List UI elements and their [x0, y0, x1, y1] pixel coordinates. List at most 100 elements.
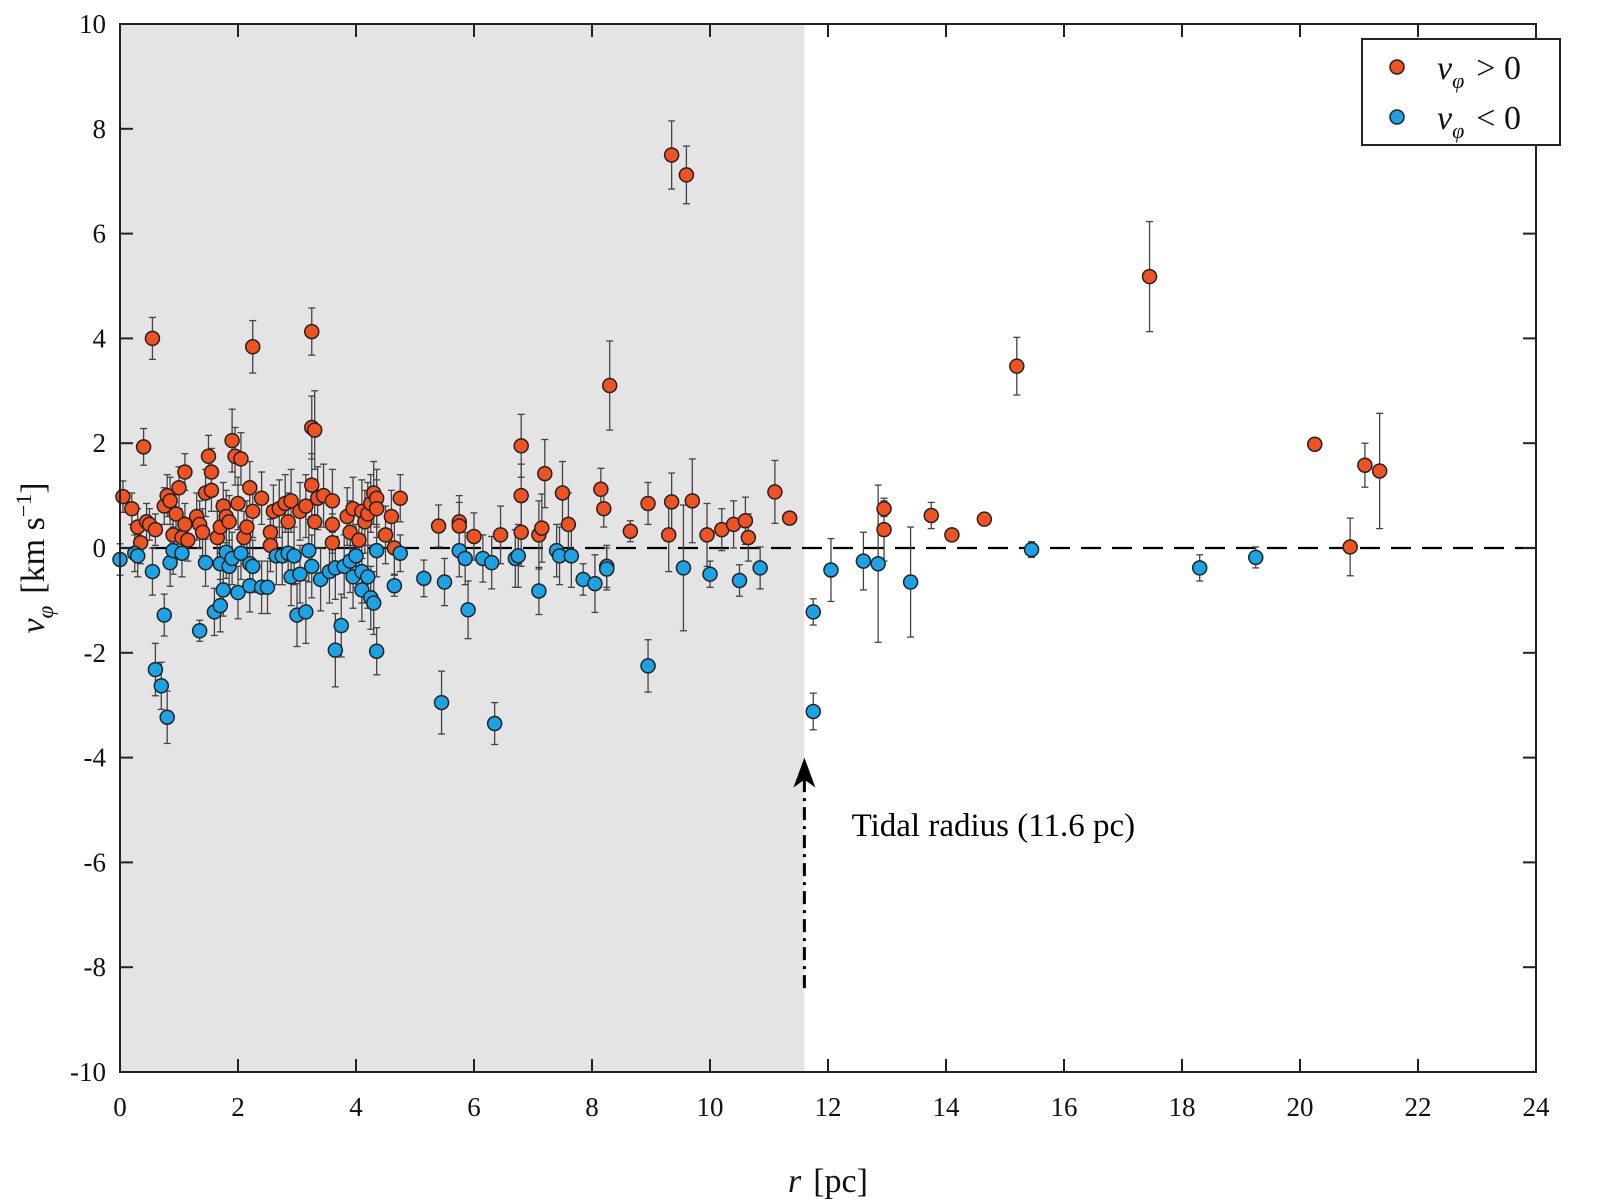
x-axis-unit: [pc]: [813, 1163, 868, 1200]
data-point-positive: [944, 527, 960, 543]
data-point-positive: [781, 510, 798, 526]
data-point-positive: [144, 330, 161, 347]
data-point-negative: [360, 569, 376, 585]
data-point-positive: [203, 464, 220, 480]
x-tick-label: 14: [933, 1092, 961, 1122]
data-point-negative: [510, 548, 526, 564]
data-point-positive: [221, 514, 237, 530]
data-point-positive: [168, 506, 184, 522]
data-point-negative: [298, 604, 314, 620]
data-point-positive: [171, 479, 187, 496]
data-point-negative: [587, 575, 603, 592]
data-point-negative: [1023, 541, 1040, 558]
data-point-positive: [513, 524, 529, 541]
data-point-negative: [702, 566, 718, 582]
data-point-negative: [855, 553, 872, 569]
x-tick-label: 0: [113, 1092, 127, 1122]
data-point-positive: [180, 532, 196, 548]
data-point-negative: [197, 554, 214, 571]
y-tick-label: -8: [84, 952, 107, 982]
data-point-negative: [457, 550, 473, 567]
data-point-negative: [327, 642, 344, 658]
data-point-positive: [923, 507, 939, 524]
data-point-positive: [230, 495, 246, 512]
data-point-negative: [365, 595, 382, 611]
data-point-negative: [212, 597, 229, 614]
data-point-positive: [560, 516, 577, 533]
data-point-positive: [430, 518, 447, 534]
data-point-positive: [242, 479, 258, 496]
data-point-negative: [805, 703, 821, 720]
data-point-positive: [304, 323, 320, 340]
y-tick-label: 6: [93, 219, 107, 249]
data-point-positive: [194, 524, 211, 541]
data-point-negative: [1248, 549, 1264, 566]
data-point-negative: [433, 694, 450, 711]
data-point-positive: [660, 527, 677, 543]
x-tick-label: 8: [585, 1092, 599, 1122]
data-point-negative: [675, 560, 692, 576]
data-point-positive: [280, 514, 296, 530]
data-point-negative: [563, 548, 580, 564]
x-tick-label: 24: [1523, 1092, 1551, 1122]
data-point-positive: [622, 523, 639, 539]
data-point-positive: [200, 448, 217, 465]
data-point-negative: [599, 561, 615, 577]
data-point-negative: [531, 583, 547, 599]
data-point-positive: [253, 490, 270, 506]
data-point-negative: [233, 545, 249, 561]
data-point-negative: [436, 574, 453, 590]
data-point-positive: [262, 524, 279, 541]
legend-relation-negative: < 0: [1476, 100, 1521, 137]
data-point-positive: [124, 500, 140, 517]
legend-box: [1361, 38, 1561, 146]
data-point-positive: [224, 432, 240, 449]
data-point-positive: [534, 520, 550, 536]
x-axis-title: r [pc]: [788, 1163, 868, 1200]
x-axis-symbol: r: [788, 1163, 802, 1200]
y-tick-label: -10: [70, 1057, 106, 1087]
data-point-positive: [1307, 436, 1323, 452]
y-axis-title: vφ [km s−1]: [11, 482, 58, 633]
data-point-negative: [215, 582, 231, 598]
data-point-positive: [537, 465, 553, 482]
data-point-positive: [876, 521, 892, 538]
data-point-positive: [1141, 268, 1158, 285]
y-axis-unit: [km s: [15, 517, 52, 594]
data-point-positive: [601, 377, 618, 394]
data-point-negative: [823, 562, 839, 578]
x-tick-label: 16: [1051, 1092, 1078, 1122]
data-point-negative: [416, 570, 432, 587]
legend-subscript-negative: φ: [1452, 118, 1464, 143]
data-point-positive: [663, 147, 680, 163]
data-point-negative: [191, 623, 208, 639]
data-point-negative: [486, 715, 503, 732]
data-point-positive: [1357, 457, 1373, 473]
data-point-positive: [245, 339, 261, 355]
y-axis-symbol: v: [15, 618, 52, 634]
x-tick-label: 20: [1287, 1092, 1314, 1122]
legend-marker-positive: [1389, 59, 1405, 75]
data-point-positive: [663, 494, 680, 510]
data-point-positive: [1342, 539, 1358, 555]
y-tick-label: 2: [93, 428, 107, 458]
data-point-positive: [306, 514, 323, 530]
data-point-positive: [239, 519, 255, 535]
data-point-positive: [513, 487, 529, 504]
data-point-positive: [554, 485, 571, 501]
data-point-negative: [752, 560, 768, 576]
data-point-negative: [230, 584, 246, 601]
data-point-positive: [324, 516, 341, 533]
y-tick-label: 0: [93, 533, 107, 563]
data-point-positive: [640, 495, 656, 512]
data-point-positive: [678, 167, 695, 183]
y-axis-subscript: φ: [33, 605, 58, 618]
data-point-positive: [466, 528, 482, 545]
legend-symbol-positive: v: [1437, 50, 1453, 87]
data-point-positive: [135, 439, 152, 455]
data-point-positive: [147, 521, 164, 538]
legend-subscript-positive: φ: [1452, 68, 1464, 93]
x-tick-label: 18: [1169, 1092, 1196, 1122]
